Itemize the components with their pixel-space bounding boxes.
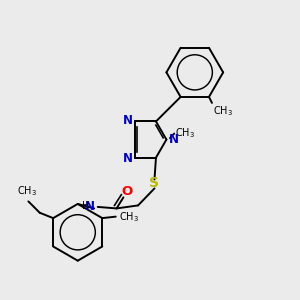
Text: CH$_3$: CH$_3$ bbox=[119, 210, 139, 224]
Text: S: S bbox=[149, 176, 160, 190]
Text: N: N bbox=[85, 200, 95, 213]
Text: H: H bbox=[82, 201, 89, 211]
Text: N: N bbox=[123, 114, 133, 127]
Text: CH$_3$: CH$_3$ bbox=[175, 126, 195, 140]
Text: N: N bbox=[169, 133, 179, 146]
Text: N: N bbox=[123, 152, 133, 165]
Text: CH$_3$: CH$_3$ bbox=[17, 184, 37, 198]
Text: CH$_3$: CH$_3$ bbox=[213, 104, 232, 118]
Text: O: O bbox=[122, 185, 133, 199]
